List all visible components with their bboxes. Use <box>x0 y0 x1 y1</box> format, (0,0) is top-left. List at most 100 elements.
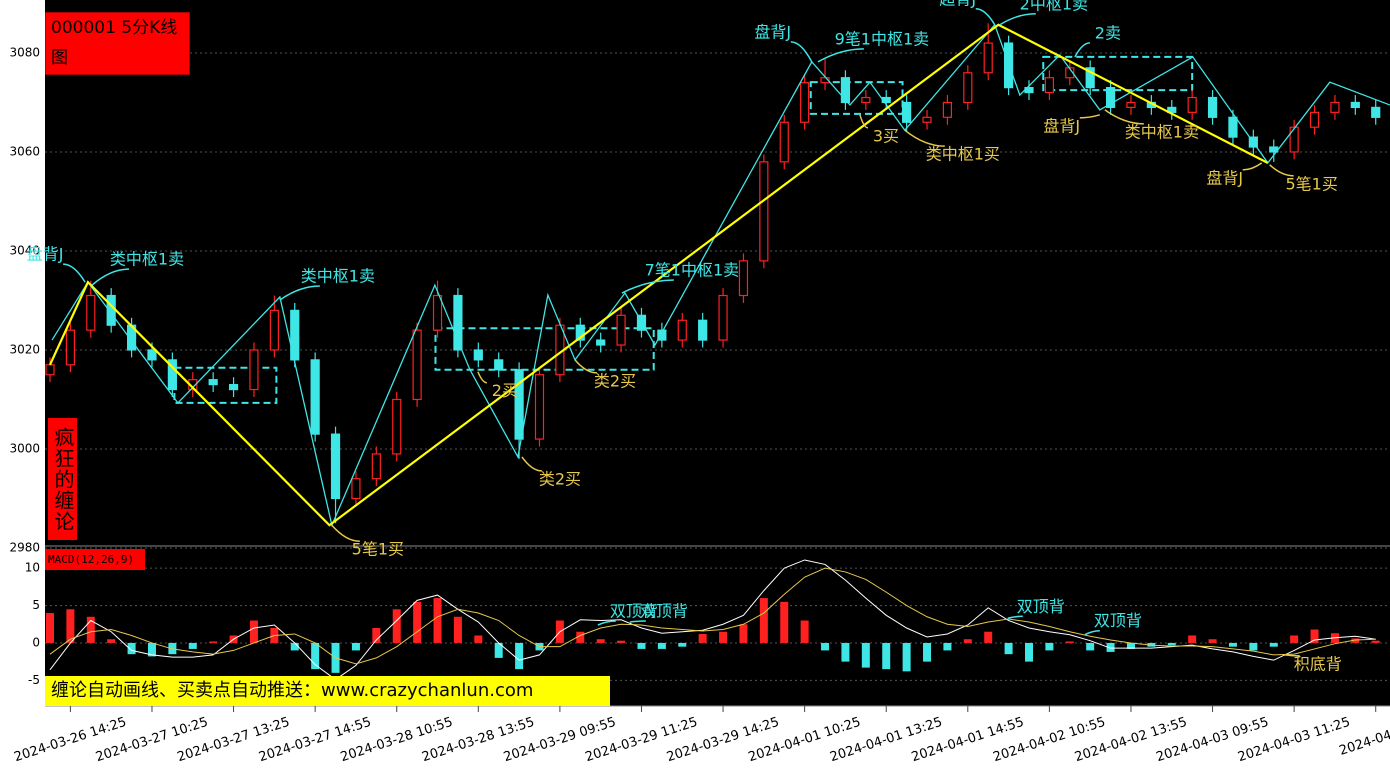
candle-body <box>208 379 218 386</box>
macd-bar <box>719 631 728 643</box>
candle-body <box>942 101 953 118</box>
macd-bar <box>372 627 381 643</box>
candle-body <box>269 309 279 351</box>
y-tick-label: 3000 <box>9 441 40 455</box>
annotation-label: 类中枢1卖 <box>301 266 375 285</box>
annotation-arrow <box>91 268 130 286</box>
y-tick-label: 5 <box>32 598 40 612</box>
annotation-label: 超背J <box>939 0 976 8</box>
macd-bar <box>1228 642 1237 647</box>
annotation-label: 类中枢1卖 <box>110 250 184 269</box>
y-tick-label: 3080 <box>9 45 40 59</box>
y-tick-label: 2980 <box>9 540 40 554</box>
candle-body <box>840 77 851 104</box>
macd-bar <box>1188 635 1197 643</box>
candle-body <box>228 384 239 391</box>
annotation-arrow <box>1242 162 1263 171</box>
candle-body <box>861 96 871 104</box>
candle-body <box>1044 77 1054 94</box>
macd-bar <box>1310 629 1319 643</box>
annotation-arrow <box>574 359 598 374</box>
candle-body <box>45 364 55 376</box>
macd-bar <box>617 640 626 643</box>
candle-body <box>1309 111 1320 128</box>
macd-bar <box>943 642 952 651</box>
candle-body <box>249 349 259 391</box>
macd-bar <box>1208 639 1217 643</box>
header-title: 000001 5分K线图 <box>51 18 178 68</box>
macd-bar <box>1249 642 1258 651</box>
candle-body <box>657 329 667 341</box>
annotation-arrow <box>999 13 1036 26</box>
annotation-arrow <box>621 279 674 294</box>
macd-bar <box>739 624 748 643</box>
candle-body <box>167 359 177 391</box>
macd-bar <box>249 620 258 643</box>
pivot-box <box>1042 55 1194 92</box>
annotation-label: 盘背J <box>1206 168 1243 187</box>
macd-bar <box>678 642 687 647</box>
candle-body <box>616 314 626 346</box>
candle-body <box>1126 101 1136 109</box>
candle-body <box>514 369 524 440</box>
macd-bar <box>1024 642 1033 662</box>
macd-bar <box>433 598 442 643</box>
macd-bar <box>637 642 646 649</box>
annotation-label: 积底背 <box>1294 654 1342 673</box>
annotation-label: 类2买 <box>539 469 581 488</box>
macd-bar <box>1086 642 1095 651</box>
macd-bar <box>46 613 54 643</box>
macd-bar <box>984 631 993 643</box>
macd-title: MACD(12,26,9) <box>45 549 145 570</box>
annotation-arrow <box>790 41 813 63</box>
annotation-arrow <box>477 371 488 384</box>
macd-bar <box>780 601 789 643</box>
macd-bar <box>902 642 911 672</box>
macd-bar <box>821 642 830 651</box>
candle-body <box>922 116 932 123</box>
annotation-arrow <box>1007 615 1023 620</box>
y-tick-label: -5 <box>28 673 40 687</box>
pivot-box <box>809 81 904 115</box>
annotation-arrow <box>1284 654 1300 657</box>
macd-bar <box>392 609 401 643</box>
annotation-label: 2卖 <box>1095 23 1121 42</box>
macd-bar <box>188 642 197 649</box>
candle-body <box>575 324 585 341</box>
macd-bar <box>800 620 809 643</box>
candle-body <box>494 359 504 371</box>
macd-line <box>49 559 1376 681</box>
candle-body <box>902 101 912 123</box>
annotation-arrow <box>279 285 320 301</box>
header-subtitle: 上证指数 <box>51 78 119 98</box>
macd-bar <box>107 639 116 643</box>
candle-body <box>1187 96 1197 113</box>
candle-body <box>310 359 320 435</box>
macd-bar <box>1045 642 1054 651</box>
y-tick-label: 3060 <box>9 144 40 158</box>
candle-body <box>351 478 361 500</box>
annotation-arrow <box>859 114 869 129</box>
y-tick-label: 3020 <box>9 342 40 356</box>
annotation-arrow <box>975 8 996 26</box>
y-tick-label: 10 <box>25 561 40 575</box>
stroke-line <box>51 23 1390 528</box>
macd-bar <box>147 642 156 657</box>
candle-body <box>1228 116 1238 138</box>
macd-bar <box>1126 642 1135 649</box>
candle-body <box>330 433 341 500</box>
annotation-arrow <box>629 620 646 623</box>
macd-bar <box>923 642 932 662</box>
candle-body <box>1289 126 1299 153</box>
candle-body <box>1330 101 1340 113</box>
candle-body <box>1371 106 1381 118</box>
macd-bar <box>657 642 666 649</box>
annotation-label: 双顶背 <box>1094 611 1142 630</box>
annotation-arrow <box>63 263 86 283</box>
annotation-label: 双顶背 <box>640 602 688 621</box>
macd-bar <box>963 639 972 643</box>
macd-bar <box>841 642 850 662</box>
macd-bar <box>576 631 585 643</box>
y-tick-label: 0 <box>32 635 40 649</box>
